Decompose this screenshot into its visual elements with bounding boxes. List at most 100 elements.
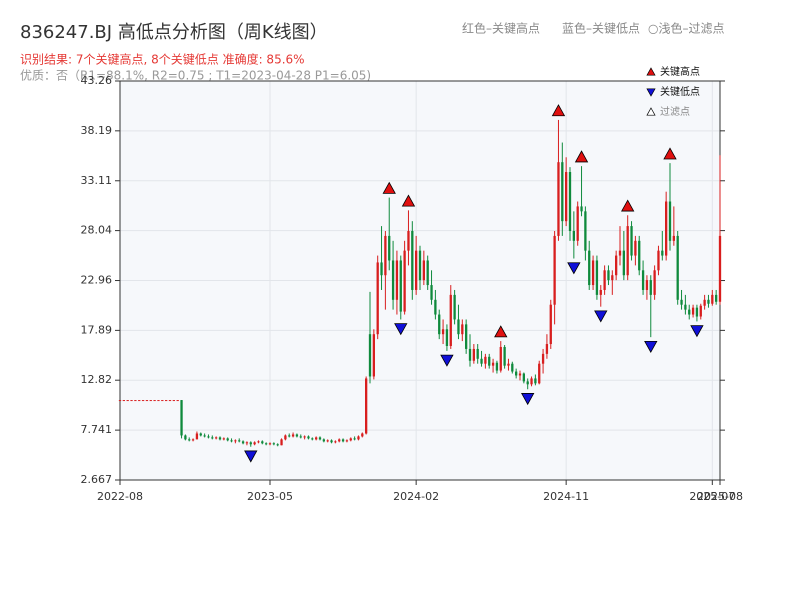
legend-label: 过滤点	[660, 105, 690, 118]
candle-body	[441, 329, 445, 335]
candle-body	[203, 435, 206, 437]
candle-body	[680, 299, 683, 305]
candle-body	[299, 436, 302, 438]
candle-body	[530, 378, 533, 385]
key-low-marker	[244, 450, 258, 463]
candle-body	[499, 346, 502, 371]
candle-body	[161, 400, 164, 402]
candle-body	[461, 324, 464, 335]
candle-body	[126, 400, 129, 402]
candle-body	[545, 344, 549, 354]
x-tick-label: 2024-02	[393, 490, 439, 503]
candle-body	[599, 289, 602, 295]
key-low-marker	[394, 323, 408, 336]
candle-body	[407, 230, 410, 251]
candle-body	[326, 440, 329, 442]
candle-body	[130, 400, 133, 402]
key-high-marker	[551, 104, 566, 117]
x-tick-label: 2023-05	[247, 490, 293, 503]
candle-body	[572, 230, 575, 241]
candle-body	[361, 433, 364, 437]
candle-body	[191, 439, 195, 441]
candle-body	[661, 250, 664, 256]
candle-body	[318, 437, 322, 440]
candle-body	[291, 434, 295, 437]
candle-body	[118, 400, 122, 402]
candle-body	[630, 226, 633, 256]
candle-body	[626, 226, 629, 276]
candle-body	[480, 358, 483, 364]
candle-body	[195, 433, 199, 440]
key-high-marker	[401, 194, 416, 207]
candle-body	[134, 400, 137, 402]
candle-body	[395, 260, 399, 300]
candle-body	[311, 438, 314, 440]
candle-body	[245, 442, 249, 444]
candle-body	[315, 437, 318, 440]
candle-body	[345, 440, 349, 442]
candle-body	[380, 262, 383, 276]
candle-body	[634, 240, 637, 256]
candle-body	[526, 381, 529, 385]
legend-marker	[646, 107, 656, 116]
candle-body	[703, 299, 706, 306]
key-high-marker	[574, 150, 589, 163]
candle-body	[507, 363, 510, 366]
candle-body	[157, 400, 160, 402]
candle-body	[172, 400, 175, 402]
candle-body	[376, 262, 379, 335]
candle-body	[672, 235, 675, 241]
key-high-marker	[621, 199, 635, 212]
legend-marker	[646, 67, 656, 76]
legend-marker	[646, 88, 656, 97]
candle-body	[122, 400, 125, 402]
candle-body	[568, 172, 572, 231]
candle-body	[391, 260, 395, 300]
key-high-marker	[494, 325, 508, 338]
candle-body	[241, 441, 245, 444]
candle-body	[199, 433, 202, 436]
candle-body	[341, 439, 345, 442]
candle-body	[415, 250, 418, 290]
candle-body	[638, 240, 641, 271]
key-low-marker	[690, 325, 704, 338]
candle-body	[257, 441, 260, 443]
candle-body	[368, 334, 372, 377]
top-legend: ○浅色–过滤点	[648, 22, 724, 36]
candle-body	[372, 334, 375, 377]
candle-body	[230, 440, 233, 442]
candle-body	[180, 400, 183, 436]
legend-label: 关键高点	[660, 65, 700, 78]
candle-body	[472, 348, 475, 361]
candle-body	[357, 436, 360, 440]
key-high-marker	[663, 147, 677, 160]
candle-body	[384, 235, 387, 276]
key-high-marker	[382, 181, 396, 194]
candle-body	[226, 438, 229, 441]
candle-body	[580, 206, 583, 212]
candle-body	[365, 378, 368, 434]
candle-body	[468, 348, 472, 361]
candle-body	[538, 363, 541, 384]
candle-body	[718, 235, 722, 302]
candle-body	[265, 443, 268, 445]
candle-body	[276, 444, 279, 446]
candle-body	[295, 434, 299, 437]
candle-body	[488, 356, 491, 366]
x-tick-label: 2025-08	[697, 490, 743, 503]
candle-body	[253, 442, 256, 445]
candle-body	[234, 440, 237, 442]
y-tick-label: 12.82	[81, 373, 113, 386]
candle-body	[588, 250, 591, 286]
key-low-marker	[594, 310, 608, 323]
candle-body	[622, 250, 625, 276]
candle-body	[695, 307, 699, 317]
candle-body	[280, 439, 283, 446]
candle-body	[403, 250, 406, 312]
candle-body	[218, 437, 222, 440]
candle-body	[665, 201, 668, 256]
candle-body	[145, 400, 149, 402]
candle-body	[430, 285, 433, 300]
candle-body	[603, 270, 606, 290]
